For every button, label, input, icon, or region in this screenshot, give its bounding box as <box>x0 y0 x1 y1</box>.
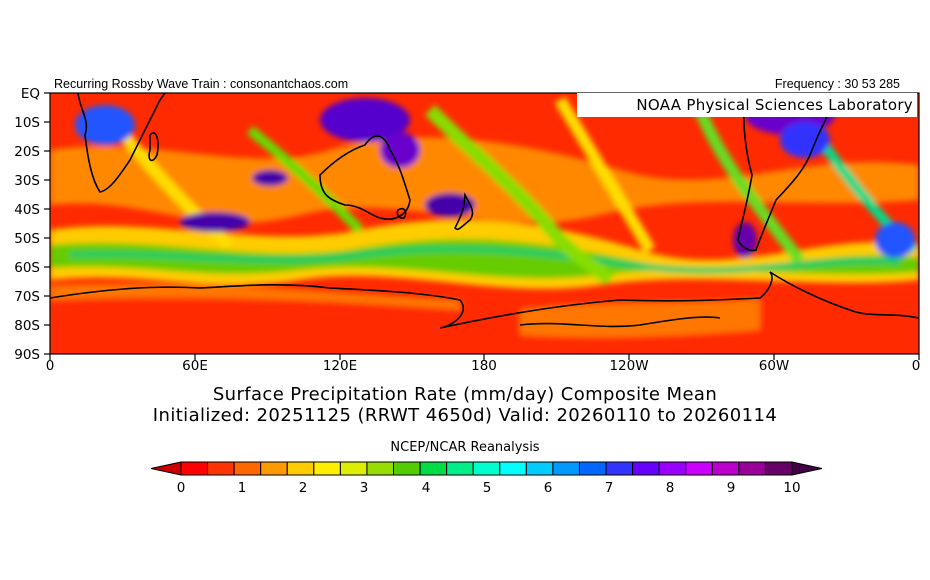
colorbar-swatch <box>764 461 793 476</box>
lat-label: 90S <box>14 347 40 363</box>
colorbar-swatch <box>419 461 448 476</box>
axis-ticks <box>44 92 920 360</box>
colorbar-swatch <box>313 461 341 476</box>
lon-label: 60W <box>758 358 790 374</box>
colorbar-tick: 3 <box>359 480 369 496</box>
lon-label: 120E <box>322 358 358 374</box>
colorbar-high-arrow <box>791 461 823 476</box>
lat-label: 20S <box>14 144 40 160</box>
colorbar-tick: 9 <box>726 480 736 496</box>
lat-label: 30S <box>14 173 40 189</box>
colorbar-tick: 8 <box>665 480 675 496</box>
lon-label: 0 <box>45 358 55 374</box>
colorbar-swatch <box>632 461 660 476</box>
colorbar-swatch <box>685 461 713 476</box>
colorbar-tick: 10 <box>783 480 801 496</box>
lat-label: 40S <box>14 202 40 218</box>
colorbar-swatch <box>472 461 501 476</box>
colorbar-low-arrow <box>150 461 182 476</box>
credit-text: Recurring Rossby Wave Train : consonantc… <box>54 77 349 91</box>
colorbar-swatch <box>499 461 527 476</box>
lon-label: 180 <box>471 358 497 374</box>
lon-label: 60E <box>182 358 208 374</box>
lat-label: 70S <box>14 289 40 305</box>
colorbar-swatch <box>711 461 740 476</box>
colorbar-swatch <box>339 461 368 476</box>
colorbar-swatch <box>260 461 288 476</box>
colorbar-swatch <box>605 461 634 476</box>
colorbar-swatch <box>552 461 580 476</box>
colorbar-swatch <box>286 461 315 476</box>
colorbar-swatch <box>446 461 474 476</box>
colorbar-swatch <box>207 461 235 476</box>
colorbar-tick: 7 <box>604 480 614 496</box>
colorbar-tick: 1 <box>237 480 247 496</box>
frequency-text: Frequency : 30 53 285 <box>774 77 900 91</box>
colorbar <box>150 461 823 476</box>
colorbar-swatch <box>233 461 262 476</box>
dataset-label: NCEP/NCAR Reanalysis <box>390 440 540 455</box>
colorbar-tick: 2 <box>298 480 308 496</box>
colorbar-swatch <box>525 461 554 476</box>
colorbar-tick: 5 <box>482 480 492 496</box>
map-title: Surface Precipitation Rate (mm/day) Comp… <box>212 384 718 405</box>
lat-label: 50S <box>14 231 40 247</box>
colorbar-swatch <box>180 461 209 476</box>
map-subtitle: Initialized: 20251125 (RRWT 4650d) Valid… <box>152 405 778 426</box>
lab-label: NOAA Physical Sciences Laboratory <box>577 93 917 117</box>
colorbar-swatch <box>393 461 421 476</box>
colorbar-tick: 0 <box>176 480 186 496</box>
colorbar-swatch <box>578 461 607 476</box>
lon-label: 0 <box>911 358 921 374</box>
lat-label: 10S <box>14 115 40 131</box>
lon-label: 120W <box>609 358 649 374</box>
lat-label: 60S <box>14 260 40 276</box>
colorbar-tick: 6 <box>543 480 553 496</box>
colorbar-swatch <box>738 461 766 476</box>
colorbar-tick: 4 <box>421 480 431 496</box>
colorbar-swatch <box>658 461 687 476</box>
coastlines <box>50 93 919 329</box>
precip-field <box>50 93 919 354</box>
colorbar-swatch <box>366 461 395 476</box>
lat-label: 80S <box>14 318 40 334</box>
lat-label: EQ <box>20 86 40 102</box>
